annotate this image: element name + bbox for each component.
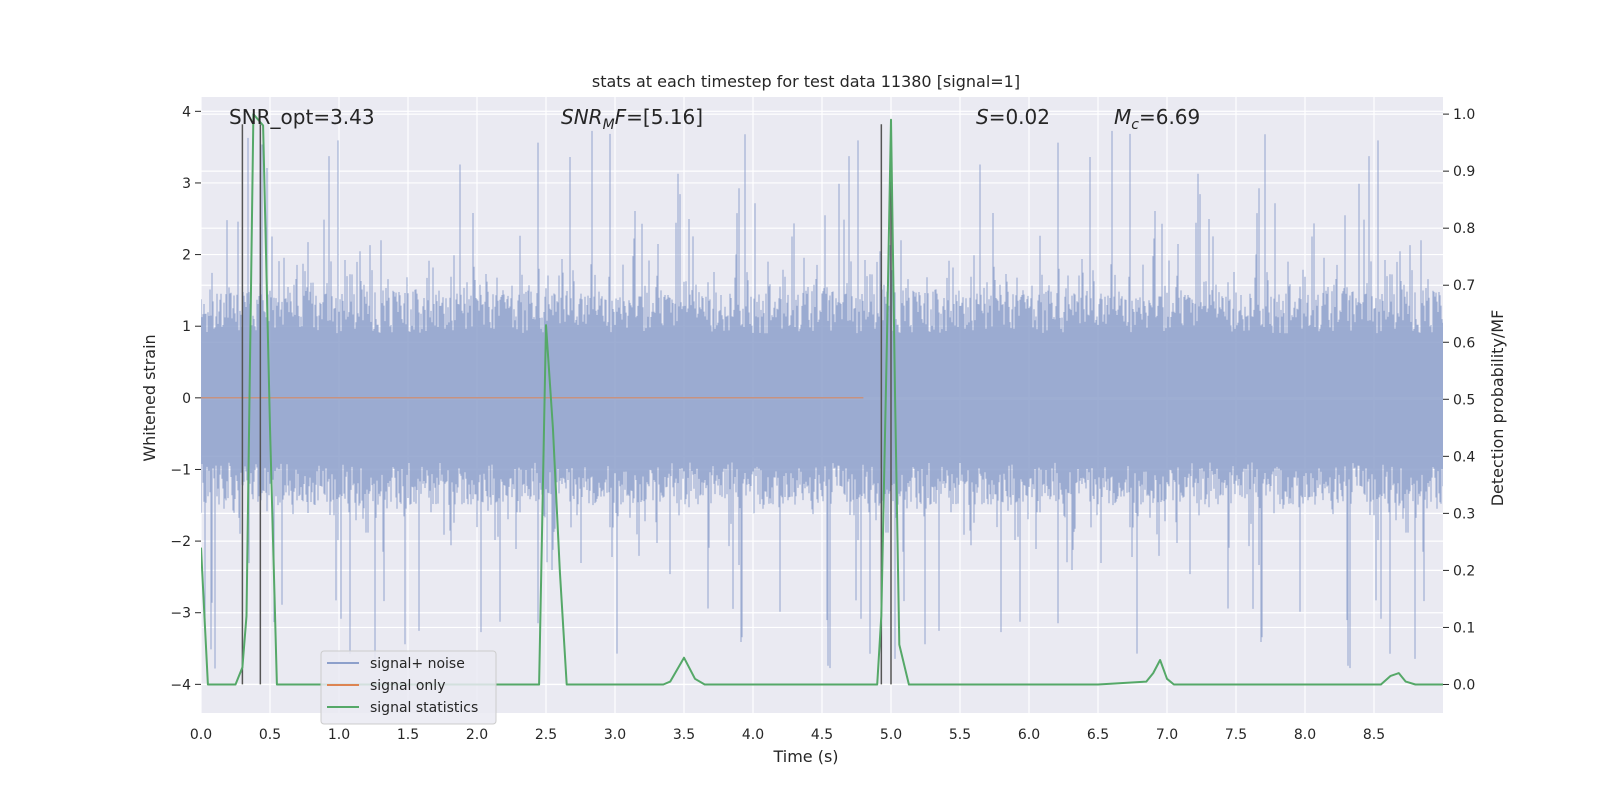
y-right-tick-label: 0.2 [1453,563,1475,579]
y-right-tick-label: 0.4 [1453,449,1475,465]
annotation-s: S=0.02 [976,105,1050,129]
x-tick-label: 7.0 [1156,727,1178,743]
annotation-snr-mf-value: =[5.16] [626,105,703,129]
y-left-tick-label: 1 [182,319,191,335]
x-tick-label: 2.5 [535,727,557,743]
y-left-tick-label: −3 [170,606,191,622]
y-right-tick-label: 0.1 [1453,620,1475,636]
x-tick-label: 2.0 [466,727,488,743]
x-tick-label: 5.0 [880,727,902,743]
annotation-snr-mf-f: F [615,105,627,129]
annotation-snr-mf-sub: M [603,117,615,133]
stat-trace [201,113,1443,686]
x-tick-label: 7.5 [1225,727,1247,743]
annotation-mc-value: =6.69 [1139,105,1200,129]
x-tick-label: 3.0 [604,727,626,743]
y-right-tick-label: 0.3 [1453,506,1475,522]
x-tick-label: 8.0 [1294,727,1316,743]
y-right-tick-label: 1.0 [1453,107,1475,123]
annotation-s-main: S [976,105,989,129]
legend-label-signal: signal only [370,678,445,694]
plot-content [201,113,1443,686]
x-tick-label: 3.5 [673,727,695,743]
annotation-snr-opt: SNR_opt=3.43 [229,105,375,129]
y-left-tick-label: 3 [182,176,191,192]
x-tick-label: 8.5 [1363,727,1385,743]
x-tick-label: 1.0 [328,727,350,743]
ticks: 0.0 0.5 1.0 1.5 2.0 2.5 3.0 3.5 4.0 4.5 5.0 5.5 6.0 6… [170,104,1475,743]
legend-label-stat: signal statistics [370,700,478,716]
x-tick-label: 6.5 [1087,727,1109,743]
annotation-s-value: =0.02 [989,105,1050,129]
y-left-tick-label: −4 [170,677,191,693]
legend-label-noise: signal+ noise [370,656,465,672]
annotation-mc: Mc=6.69 [1114,105,1200,133]
annotation-mc-sub: c [1131,117,1139,133]
y-right-tick-label: 0.7 [1453,278,1475,294]
y-right-tick-label: 0.9 [1453,164,1475,180]
annotation-snr-mf-main: SNR [561,105,603,129]
y-left-tick-label: 2 [182,248,191,264]
x-tick-label: 4.0 [742,727,764,743]
y-left-tick-label: −1 [170,462,191,478]
y-right-tick-label: 0.0 [1453,677,1475,693]
y-axis-label-left: Whitened strain [140,334,159,461]
stat-series [201,113,1443,686]
y-right-tick-label: 0.6 [1453,335,1475,351]
legend-box [320,650,497,725]
x-tick-label: 5.5 [949,727,971,743]
legend: signal+ noise signal only signal statist… [320,650,497,725]
x-tick-label: 0.0 [190,727,212,743]
y-right-tick-label: 0.8 [1453,221,1475,237]
annotation-snr-mf: SNRMF=[5.16] [561,105,703,133]
y-left-tick-label: 4 [182,104,191,120]
chart-title: stats at each timestep for test data 113… [592,72,1020,91]
y-left-tick-label: −2 [170,534,191,550]
x-tick-label: 0.5 [259,727,281,743]
annotation-mc-main: M [1114,105,1131,129]
y-left-tick-label: 0 [182,391,191,407]
y-right-tick-label: 0.5 [1453,392,1475,408]
x-tick-label: 1.5 [397,727,419,743]
x-axis-label: Time (s) [772,747,838,766]
x-tick-label: 6.0 [1018,727,1040,743]
y-axis-label-right: Detection probability/MF [1488,310,1507,507]
x-tick-label: 4.5 [811,727,833,743]
